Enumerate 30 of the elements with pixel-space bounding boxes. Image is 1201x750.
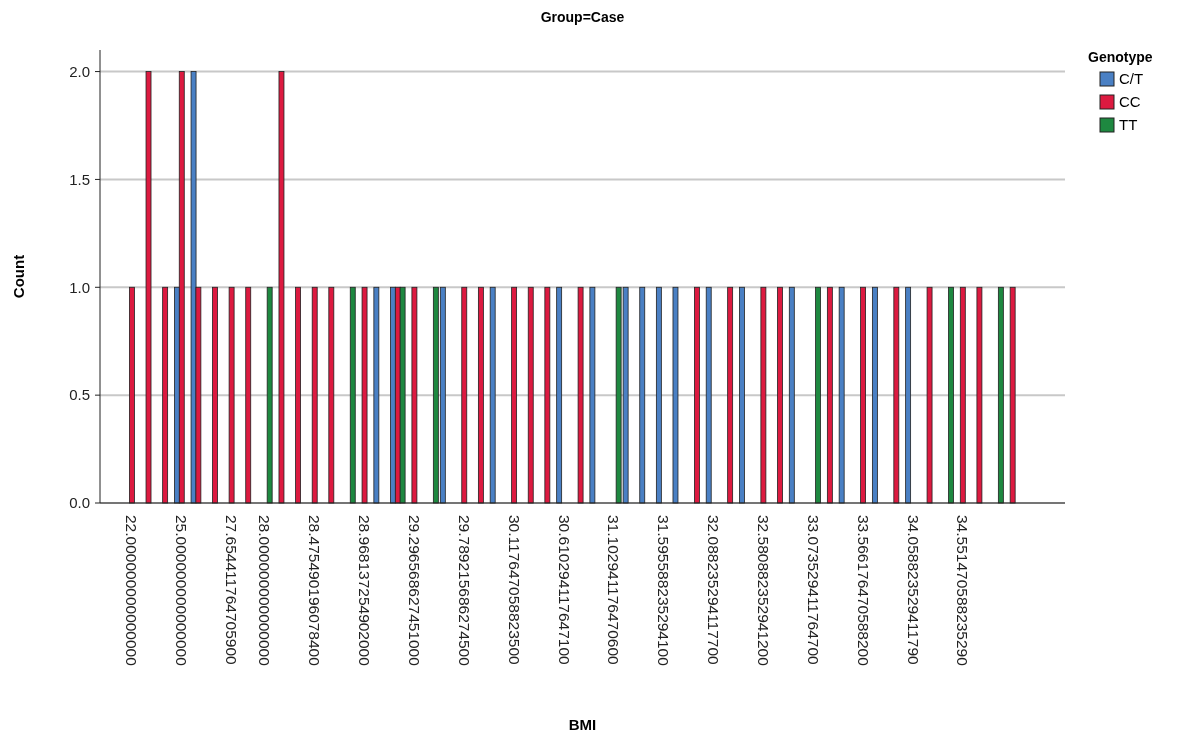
x-tick-label: 34.058823529411790 — [904, 515, 922, 666]
x-tick-label: 33.566176470588200 — [854, 515, 872, 667]
x-axis-title: BMI — [568, 716, 597, 733]
x-tick-label: 31.102941176470600 — [605, 515, 623, 666]
x-tick-label: 29.789215686274500 — [455, 515, 473, 667]
y-tick-label: 0.5 — [69, 386, 90, 404]
legend-label: C/T — [1119, 70, 1144, 88]
x-tick-label: 32.088235294117700 — [705, 515, 723, 666]
x-tick-label: 29.296568627451000 — [405, 515, 423, 667]
y-axis-title: Count — [10, 254, 27, 299]
x-tick-label: 32.580882352941200 — [754, 515, 772, 667]
y-tick-label: 1.5 — [69, 170, 90, 188]
legend-label: TT — [1119, 116, 1138, 134]
x-tick-label: 30.117647058823500 — [505, 515, 523, 666]
legend-label: CC — [1119, 93, 1141, 111]
y-tick-label: 1.0 — [69, 278, 90, 296]
y-tick-label: 2.0 — [69, 62, 90, 80]
x-tick-label: 30.610294117647100 — [555, 515, 573, 666]
x-tick-label: 28.000000000000000 — [256, 515, 274, 667]
x-tick-label: 33.073529411764700 — [804, 515, 822, 666]
chart-title: Group=Case — [540, 9, 625, 25]
legend-title: Genotype — [1088, 49, 1153, 65]
x-tick-label: 27.654411764705900 — [223, 515, 241, 666]
x-tick-label: 28.475490196078400 — [306, 515, 324, 667]
x-tick-label: 31.595588235294100 — [655, 515, 673, 667]
x-tick-label: 22.000000000000000 — [123, 515, 141, 667]
x-tick-label: 25.000000000000000 — [173, 515, 191, 667]
y-tick-label: 0.0 — [69, 494, 90, 512]
x-tick-label: 28.968137254902000 — [356, 515, 374, 667]
x-tick-label: 34.551470588235290 — [954, 515, 972, 667]
